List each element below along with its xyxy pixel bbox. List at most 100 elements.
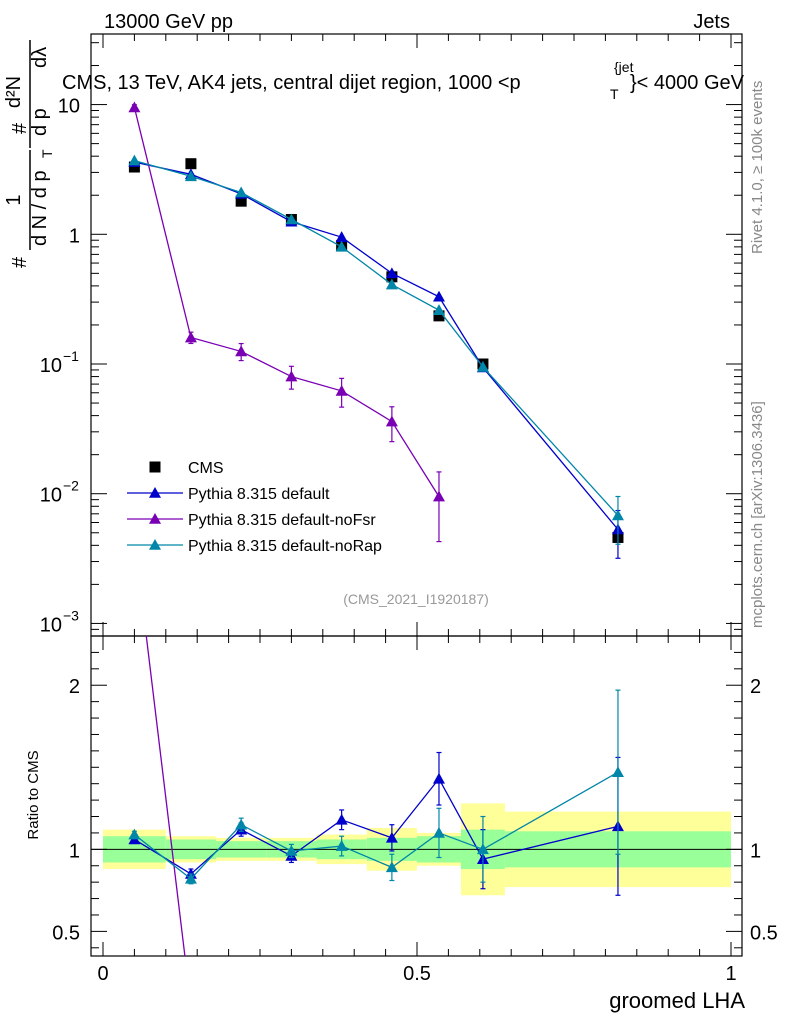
point-noRap	[128, 154, 141, 166]
point-noFsr	[432, 490, 445, 502]
title-suffix: }< 4000 GeV	[630, 72, 745, 94]
ratio-point-noRap	[184, 872, 197, 884]
ratio-y-tick-label: 1	[69, 840, 80, 862]
point-noRap	[611, 509, 624, 521]
ratio-point-noRap	[476, 843, 489, 855]
ratio-point-noRap	[335, 840, 348, 851]
y-tick-exponent: −3	[63, 607, 79, 623]
ylabel-numerator2: d²N	[3, 76, 25, 108]
ratio-point-default	[385, 831, 398, 843]
legend-label-noFsr: Pythia 8.315 default-noFsr	[188, 512, 376, 529]
ylabel-dlambda: dλ	[29, 47, 51, 68]
series-line-noFsr	[133, 107, 440, 497]
point-default	[335, 231, 348, 242]
y-tick-label: 1	[69, 225, 80, 247]
ratio-point-default	[335, 813, 348, 825]
point-noRap	[285, 213, 298, 225]
point-noRap	[184, 170, 197, 182]
cms-point	[185, 158, 197, 170]
ratio-y-tick-label-right: 0.5	[750, 922, 778, 944]
ratio-panel: 0 0.5 10.5 0.51 12 2	[52, 34, 778, 985]
cms-point	[433, 310, 445, 322]
point-noFsr	[235, 345, 248, 357]
ratio-point-default	[432, 772, 445, 784]
ylabel-sub-t: T	[39, 149, 55, 158]
point-noRap	[235, 186, 248, 198]
legend-label-default: Pythia 8.315 default	[188, 486, 330, 503]
ylabel-hash1: #	[9, 256, 31, 268]
point-default	[432, 290, 445, 302]
y-tick-label: 10	[58, 96, 80, 118]
ylabel-denominator: d N / d p	[29, 170, 51, 246]
title-sup: {jet	[614, 59, 634, 75]
ratio-point-noRap	[235, 818, 248, 830]
ratio-point-noRap	[611, 766, 624, 778]
y-tick-label: 10	[40, 355, 62, 377]
legend-label-data: CMS	[188, 460, 224, 477]
ratio-series-noRap	[128, 689, 624, 885]
legend-marker-data	[149, 461, 161, 473]
legend-marker-noFsr	[149, 513, 161, 524]
ratio-point-noRap	[128, 828, 141, 840]
title-sub: T	[610, 86, 619, 102]
errbar-noFsr	[436, 471, 442, 543]
mcplots-label: mcplots.cern.ch [arXiv:1306.3436]	[749, 401, 766, 628]
point-noFsr	[335, 384, 348, 396]
rivet-label: Rivet 4.1.0, ≥ 100k events	[749, 81, 766, 254]
cms-point	[128, 161, 140, 173]
ratio-point-noRap	[432, 826, 445, 838]
point-noFsr	[128, 101, 141, 113]
y-tick-label: 10	[40, 614, 62, 636]
ratio-series-noFsr	[145, 636, 186, 956]
point-noRap	[432, 304, 445, 315]
errbar-noRap	[615, 495, 621, 545]
main-series	[128, 101, 624, 559]
ratio-series	[128, 636, 624, 956]
point-noFsr	[385, 415, 398, 427]
ratio-frame	[90, 635, 743, 957]
cms-point	[235, 195, 247, 207]
y-tick-exponent: −2	[63, 478, 79, 494]
chart-title: CMS, 13 TeV, AK4 jets, central dijet reg…	[62, 72, 521, 94]
point-noFsr	[285, 370, 298, 382]
header-right: Jets	[693, 11, 730, 33]
y-tick-label: 10	[40, 485, 62, 507]
ylabel-hash2: #	[9, 122, 31, 134]
x-ticks: 0 0.5 1	[97, 34, 737, 985]
header-left: 13000 GeV pp	[104, 11, 233, 33]
main-panel: 10−310−210−1110102	[40, 33, 743, 637]
ratio-line-noFsr	[145, 636, 186, 956]
legend-marker-noRap	[149, 539, 161, 550]
y-tick-exponent: −1	[63, 348, 79, 364]
point-noFsr	[184, 331, 197, 343]
ratio-y-tick-label: 0.5	[52, 922, 80, 944]
point-noRap	[335, 240, 348, 252]
legend-item-noRap: Pythia 8.315 default-noRap	[127, 538, 382, 555]
point-noRap	[385, 278, 398, 290]
main-ylabel: # 1 d N / d p T # d²N d p dλ	[3, 40, 55, 268]
title-prefix: CMS, 13 TeV, AK4 jets, central dijet reg…	[62, 72, 521, 94]
x-tick-label: 0.5	[403, 963, 431, 985]
ratio-y-tick-label: 2	[69, 676, 80, 698]
legend-marker-default	[149, 487, 161, 498]
series-noRap	[128, 154, 624, 545]
legend-label-noRap: Pythia 8.315 default-noRap	[188, 538, 382, 555]
point-noRap	[476, 360, 489, 372]
ylabel-one: 1	[3, 194, 25, 205]
watermark: (CMS_2021_I1920187)	[343, 591, 489, 607]
ratio-ylabel: Ratio to CMS	[25, 750, 42, 839]
legend: CMS Pythia 8.315 default Pythia 8.315 defa…	[127, 460, 382, 555]
x-axis-label: groomed LHA	[609, 988, 745, 1013]
ratio-y-tick-label-right: 2	[750, 676, 761, 698]
ratio-point-noRap	[285, 844, 298, 856]
ratio-y-ticks: 0.5 0.5 1 1 2 2	[52, 651, 778, 949]
x-tick-label: 1	[725, 963, 736, 985]
legend-item-default: Pythia 8.315 default	[127, 486, 330, 503]
legend-item-data: CMS	[149, 460, 224, 477]
ratio-y-tick-label-right: 1	[750, 840, 761, 862]
x-tick-label: 0	[97, 963, 108, 985]
ylabel-denominator2: d p	[29, 108, 51, 136]
legend-item-noFsr: Pythia 8.315 default-noFsr	[127, 512, 376, 529]
main-y-ticks: 10−310−210−1110102	[40, 42, 742, 637]
